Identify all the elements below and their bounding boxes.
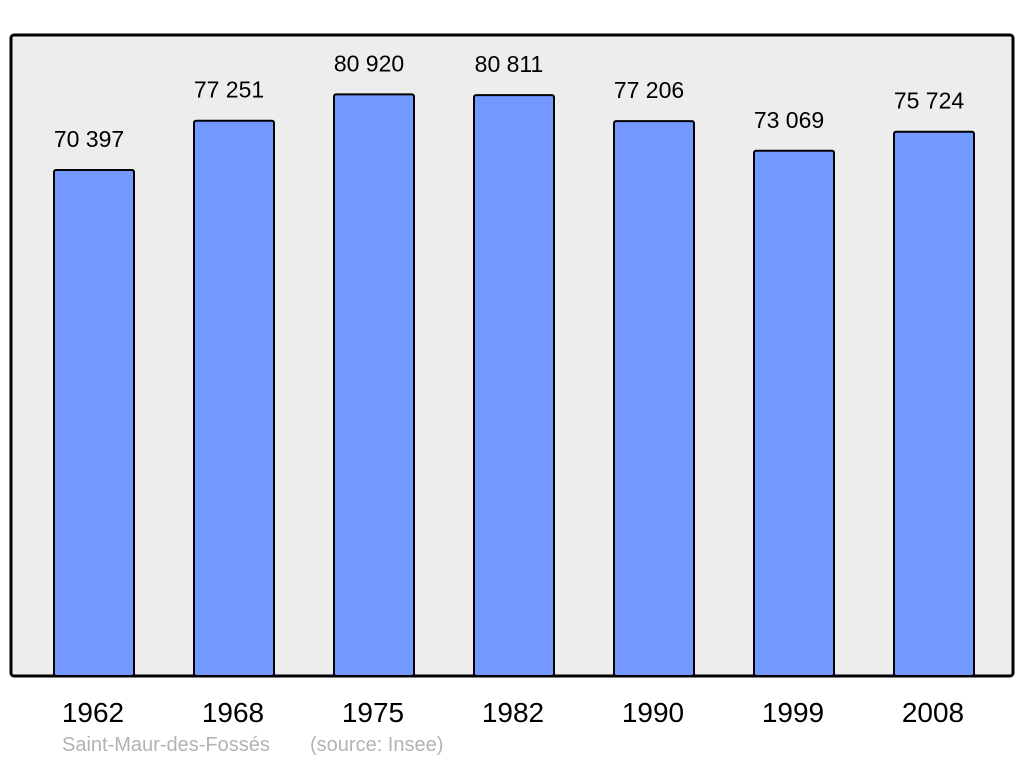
bar-2008: [893, 130, 975, 677]
bar-1962: [53, 169, 135, 677]
x-tick-label: 1990: [622, 697, 684, 728]
x-tick-label: 1982: [482, 697, 544, 728]
bar-1975: [333, 93, 415, 677]
data-label: 70 397: [54, 126, 124, 152]
data-label: 77 206: [614, 77, 684, 103]
x-tick-label: 1999: [762, 697, 824, 728]
caption-source: (source: Insee): [310, 734, 444, 756]
caption-place: Saint-Maur-des-Fossés: [62, 734, 270, 756]
bar-1968: [193, 119, 275, 678]
x-tick-label: 1975: [342, 697, 404, 728]
data-label: 80 811: [475, 51, 544, 77]
bar-1999: [753, 149, 835, 677]
bar-1990: [613, 120, 695, 678]
data-label: 73 069: [754, 107, 824, 133]
data-label: 77 251: [194, 77, 264, 103]
data-label: 75 724: [894, 88, 965, 114]
x-tick-label: 2008: [902, 697, 964, 728]
data-label: 80 920: [334, 50, 404, 76]
x-tick-label: 1968: [202, 697, 264, 728]
x-tick-label: 1962: [62, 697, 124, 728]
bar-1982: [473, 94, 555, 678]
